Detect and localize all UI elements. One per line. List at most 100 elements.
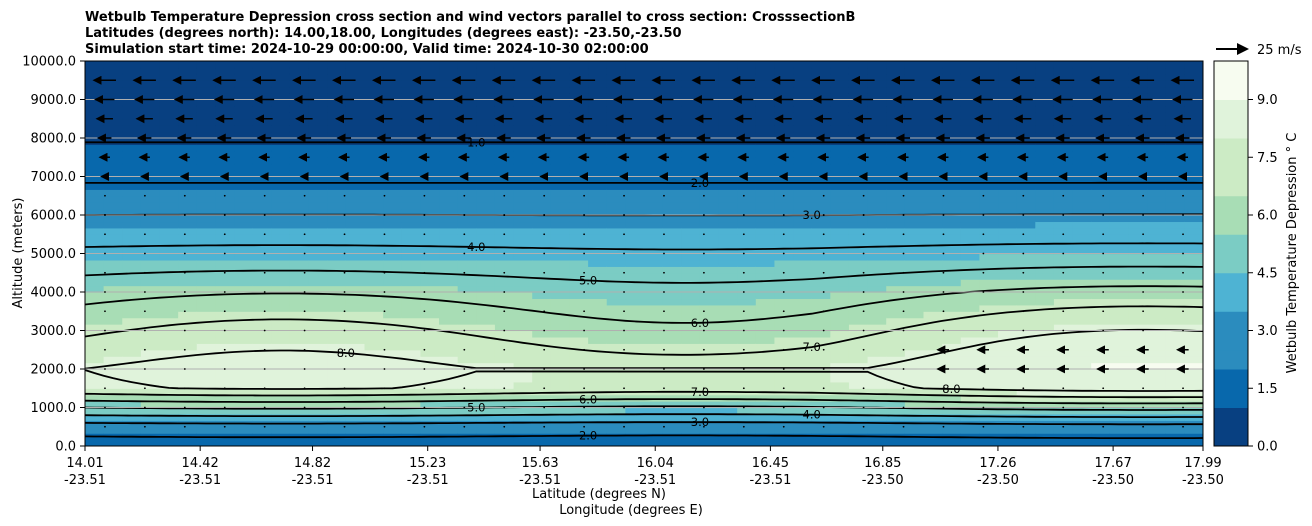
contour-fill-cell — [960, 349, 980, 357]
contour-fill-cell — [513, 99, 533, 107]
contour-fill-cell — [1165, 266, 1185, 274]
contour-fill-cell — [1016, 272, 1036, 280]
contour-fill-cell — [1053, 394, 1074, 402]
contour-fill-cell — [998, 259, 1018, 267]
wind-vector — [822, 368, 825, 370]
contour-fill-cell — [1035, 381, 1055, 389]
contour-fill-cell — [234, 215, 254, 223]
contour-fill-cell — [662, 189, 682, 197]
wind-vector — [663, 233, 665, 236]
contour-fill-cell — [830, 317, 850, 325]
contour-fill-cell — [867, 381, 887, 389]
contour-fill-cell — [737, 394, 757, 402]
contour-fill-cell — [550, 67, 571, 75]
contour-fill-cell — [718, 234, 738, 242]
contour-fill-cell — [942, 413, 962, 421]
wind-vector — [503, 329, 506, 332]
wind-vector — [623, 233, 625, 236]
contour-fill-cell — [830, 259, 850, 267]
wind-vector — [104, 233, 106, 236]
contour-fill-cell — [345, 388, 366, 396]
contour-fill-cell — [848, 208, 869, 216]
contour-fill-cell — [439, 182, 459, 190]
contour-fill-cell — [737, 298, 757, 306]
contour-fill-cell — [85, 388, 105, 396]
contour-fill-cell — [848, 375, 869, 383]
contour-fill-cell — [886, 182, 906, 190]
contour-fill-cell — [420, 375, 440, 383]
contour-fill-cell — [401, 80, 421, 88]
contour-fill-cell — [476, 99, 496, 107]
contour-fill-cell — [345, 362, 366, 370]
contour-fill-cell — [196, 439, 217, 446]
contour-fill-cell — [904, 240, 925, 248]
contour-fill-cell — [215, 375, 235, 383]
contour-fill-cell — [494, 227, 515, 235]
contour-fill-cell — [606, 311, 626, 319]
contour-fill-cell — [550, 150, 571, 158]
contour-fill-cell — [1072, 176, 1092, 184]
contour-fill-cell — [327, 381, 347, 389]
contour-fill-cell — [1184, 176, 1203, 184]
contour-fill-cell — [569, 369, 589, 377]
wind-vector — [862, 194, 865, 197]
contour-fill-cell — [550, 356, 571, 364]
contour-fill-cell — [383, 227, 403, 235]
contour-fill-cell — [681, 86, 701, 94]
contour-fill-cell — [140, 253, 161, 261]
contour-fill-cell — [383, 105, 403, 113]
contour-fill-cell — [140, 131, 161, 139]
contour-fill-cell — [942, 150, 962, 158]
contour-fill-cell — [774, 349, 794, 357]
contour-fill-cell — [383, 253, 403, 261]
contour-fill-cell — [494, 99, 515, 107]
contour-fill-cell — [457, 93, 477, 101]
contour-fill-cell — [103, 330, 123, 338]
contour-fill-cell — [588, 195, 608, 203]
contour-fill-cell — [532, 401, 552, 409]
contour-fill-cell — [159, 304, 179, 312]
contour-fill-cell — [383, 381, 403, 389]
contour-fill-cell — [364, 215, 384, 223]
contour-fill-cell — [606, 356, 626, 364]
wind-vector — [183, 291, 186, 293]
contour-fill-cell — [960, 362, 980, 370]
contour-fill-cell — [606, 362, 626, 370]
contour-fill-cell — [532, 292, 552, 300]
contour-fill-cell — [159, 362, 179, 370]
contour-fill-cell — [420, 150, 440, 158]
contour-fill-cell — [1165, 433, 1185, 441]
colorbar: 0.01.53.04.56.07.59.0 Wetbulb Temperatur… — [1213, 60, 1300, 455]
contour-fill-cell — [215, 272, 235, 280]
contour-fill-cell — [513, 112, 533, 120]
contour-fill-cell — [532, 285, 552, 293]
contour-fill-cell — [979, 105, 999, 113]
contour-fill-cell — [1035, 439, 1055, 446]
contour-fill-cell — [1147, 170, 1167, 178]
contour-fill-cell — [494, 407, 515, 415]
contour-fill-cell — [979, 202, 999, 210]
contour-fill-cell — [998, 433, 1018, 441]
colorbar-band — [1214, 176, 1248, 197]
contour-fill-cell — [718, 67, 738, 75]
wind-vector — [1142, 252, 1145, 255]
contour-fill-cell — [327, 311, 347, 319]
contour-fill-cell — [289, 215, 310, 223]
contour-fill-cell — [737, 208, 757, 216]
contour-fill-cell — [681, 93, 701, 101]
contour-fill-cell — [848, 99, 869, 107]
contour-fill-cell — [327, 170, 347, 178]
contour-fill-cell — [960, 150, 980, 158]
contour-fill-cell — [774, 189, 794, 197]
contour-fill-cell — [196, 163, 217, 171]
contour-fill-cell — [848, 118, 869, 126]
contour-fill-cell — [1016, 131, 1036, 139]
contour-fill-cell — [439, 304, 459, 312]
contour-fill-cell — [234, 118, 254, 126]
contour-fill-cell — [420, 170, 440, 178]
contour-fill-cell — [401, 208, 421, 216]
contour-fill-cell — [755, 375, 776, 383]
contour-fill-cell — [718, 420, 738, 428]
contour-fill-cell — [848, 439, 869, 446]
contour-fill-cell — [1072, 330, 1092, 338]
